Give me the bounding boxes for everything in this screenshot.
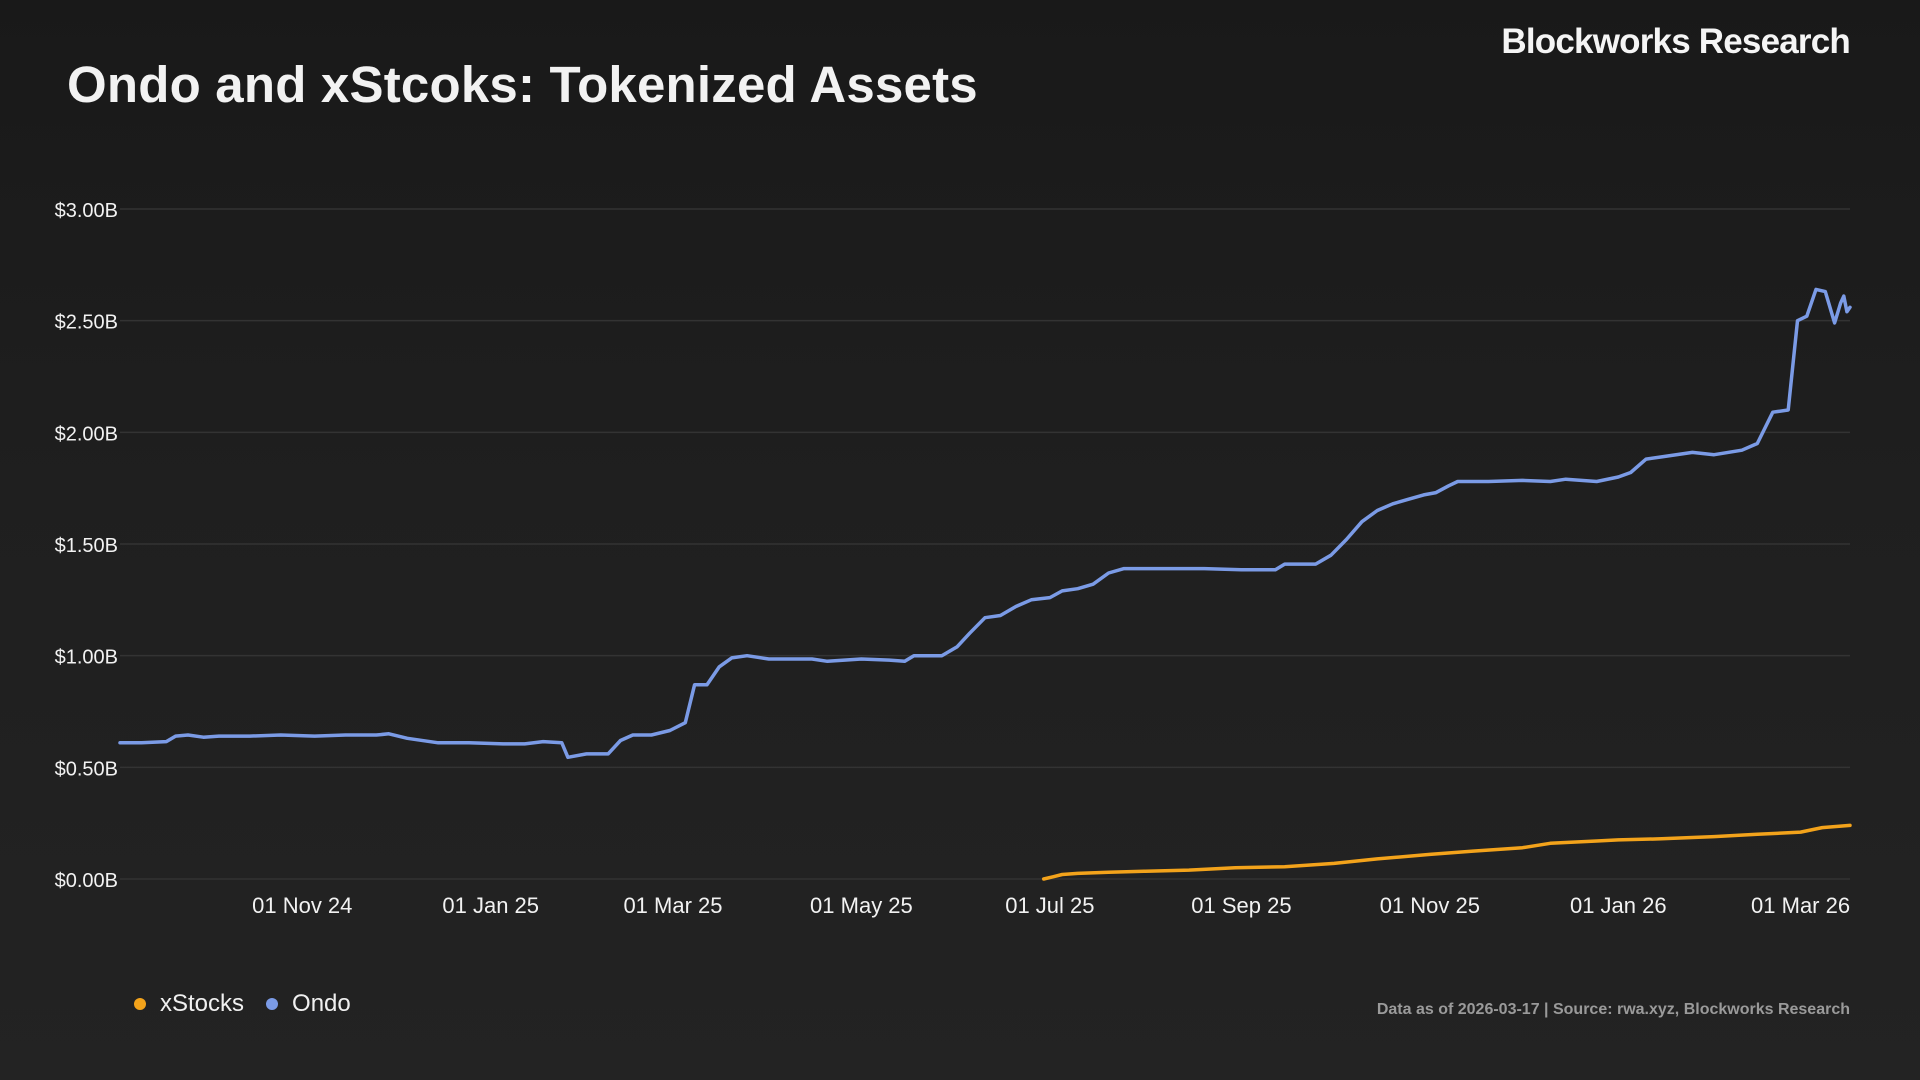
chart-title: Ondo and xStcoks: Tokenized Assets <box>67 56 978 113</box>
legend-item-ondo[interactable]: Ondo <box>266 990 351 1018</box>
brand-logo: Blockworks Research <box>1501 22 1850 61</box>
y-tick-label: $1.50B <box>55 535 118 557</box>
grid-lines <box>120 208 1850 880</box>
legend-label-xstocks: xStocks <box>160 990 245 1017</box>
series-lines <box>118 287 1852 881</box>
y-tick-label: $2.50B <box>55 312 118 334</box>
y-tick-label: $3.00B <box>55 200 118 222</box>
series-line-xstocks <box>1041 823 1852 881</box>
x-tick-label: 01 Sep 25 <box>1191 893 1291 918</box>
series-line-ondo <box>118 287 1852 760</box>
y-axis-labels: $0.00B $0.50B $1.00B $1.50B $2.00B $2.50B $3.0… <box>55 200 118 892</box>
source-note: Data as of 2026-03-17 | Source: rwa.xyz,… <box>1376 1001 1850 1018</box>
x-tick-label: 01 Jan 25 <box>442 893 539 918</box>
legend-item-xstocks[interactable]: xStocks <box>134 990 244 1018</box>
y-tick-label: $0.50B <box>55 758 118 780</box>
x-tick-label: 01 Jan 26 <box>1570 893 1667 918</box>
y-tick-label: $1.00B <box>55 647 118 669</box>
y-tick-label: $2.00B <box>55 423 118 445</box>
legend-marker-xstocks <box>134 998 146 1010</box>
x-tick-label: 01 Mar 26 <box>1751 893 1850 918</box>
legend-label-ondo: Ondo <box>292 990 351 1017</box>
x-tick-label: 01 Nov 24 <box>252 893 352 918</box>
x-tick-label: 01 Jul 25 <box>1005 893 1094 918</box>
legend: xStocks Ondo <box>134 990 351 1018</box>
x-axis-labels: 01 Nov 24 01 Jan 25 01 Mar 25 01 May 25 01 J… <box>252 893 1850 918</box>
x-tick-label: 01 Nov 25 <box>1380 893 1480 918</box>
x-tick-label: 01 May 25 <box>810 893 913 918</box>
x-tick-label: 01 Mar 25 <box>623 893 722 918</box>
y-tick-label: $0.00B <box>55 870 118 892</box>
legend-marker-ondo <box>266 998 279 1010</box>
